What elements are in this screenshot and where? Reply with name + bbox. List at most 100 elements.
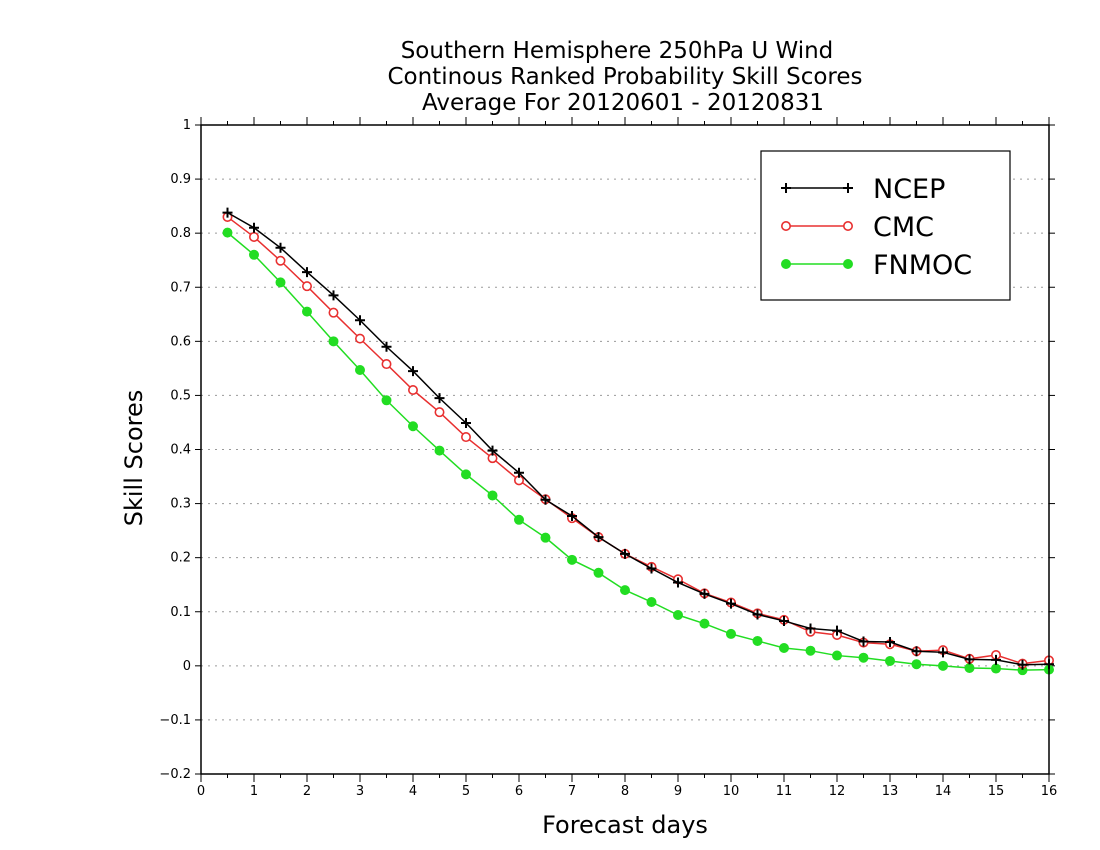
data-point bbox=[726, 598, 736, 609]
data-point bbox=[302, 267, 312, 278]
data-point bbox=[434, 445, 445, 456]
data-point bbox=[646, 597, 657, 608]
legend-label: FNMOC bbox=[873, 250, 972, 281]
chart-title-line-1: Southern Hemisphere 250hPa U Wind bbox=[401, 38, 834, 64]
series-group bbox=[222, 207, 1055, 676]
legend-label: NCEP bbox=[873, 174, 945, 205]
data-point bbox=[620, 548, 630, 559]
data-point bbox=[381, 359, 392, 370]
data-point bbox=[514, 467, 524, 478]
x-tick-label: 5 bbox=[462, 784, 470, 799]
x-tick-label: 16 bbox=[1041, 784, 1058, 799]
y-tick-label: 1 bbox=[183, 118, 191, 133]
data-point bbox=[752, 635, 763, 646]
data-point bbox=[328, 336, 339, 347]
data-point bbox=[843, 259, 853, 269]
x-tick-label: 9 bbox=[674, 784, 682, 799]
data-point bbox=[805, 623, 816, 634]
y-tick-label: 0.6 bbox=[170, 334, 191, 349]
gridlines bbox=[201, 178, 1049, 721]
x-tick-label: 8 bbox=[621, 784, 629, 799]
data-point bbox=[779, 642, 789, 653]
data-point bbox=[301, 281, 312, 292]
x-tick-label: 2 bbox=[303, 784, 311, 799]
x-tick-label: 13 bbox=[882, 784, 899, 799]
data-point bbox=[408, 366, 418, 377]
data-point bbox=[752, 609, 763, 620]
series-fnmoc bbox=[222, 227, 1054, 676]
legend-entry-fnmoc: FNMOC bbox=[781, 250, 972, 281]
data-point bbox=[911, 646, 922, 657]
data-point bbox=[858, 652, 869, 663]
data-point bbox=[780, 221, 791, 232]
data-point bbox=[381, 341, 392, 352]
data-point bbox=[964, 662, 975, 673]
data-point bbox=[355, 364, 365, 375]
x-tick-label: 3 bbox=[356, 784, 364, 799]
data-point bbox=[222, 227, 233, 238]
data-point bbox=[514, 514, 524, 525]
data-point bbox=[275, 242, 286, 253]
data-point bbox=[461, 469, 471, 480]
x-axis-label: Forecast days bbox=[542, 811, 708, 839]
data-point bbox=[567, 554, 577, 565]
legend-label: CMC bbox=[873, 212, 934, 243]
data-point bbox=[275, 255, 286, 266]
data-point bbox=[461, 417, 471, 428]
data-point bbox=[249, 231, 260, 242]
y-tick-label: 0.7 bbox=[170, 280, 191, 295]
data-point bbox=[646, 563, 657, 574]
legend-entry-ncep: NCEP bbox=[781, 174, 945, 205]
data-point bbox=[487, 490, 498, 501]
data-point bbox=[832, 625, 842, 636]
x-tick-label: 7 bbox=[568, 784, 576, 799]
data-point bbox=[381, 395, 392, 406]
legend: NCEP CMC FNMOC bbox=[760, 150, 1011, 301]
data-point bbox=[885, 637, 895, 648]
data-point bbox=[726, 628, 736, 639]
data-point bbox=[434, 407, 445, 418]
y-tick-label: 0.2 bbox=[170, 551, 191, 566]
data-point bbox=[275, 277, 286, 288]
data-point bbox=[699, 588, 710, 599]
data-point bbox=[593, 532, 604, 543]
data-point bbox=[781, 259, 791, 269]
data-point bbox=[673, 577, 683, 588]
y-tick-label: 0.9 bbox=[170, 172, 191, 187]
x-tick-label: 0 bbox=[197, 784, 205, 799]
data-point bbox=[222, 207, 233, 218]
chart-title-line-3: Average For 20120601 - 20120831 bbox=[422, 90, 824, 116]
y-tick-label: 0.1 bbox=[170, 605, 191, 620]
x-tick-label: 14 bbox=[935, 784, 952, 799]
y-axis-label: Skill Scores bbox=[120, 390, 148, 527]
data-point bbox=[407, 385, 418, 396]
data-point bbox=[858, 636, 869, 647]
series-ncep bbox=[222, 207, 1054, 670]
x-tick-label: 15 bbox=[988, 784, 1005, 799]
data-point bbox=[434, 393, 445, 404]
y-tick-label: 0.8 bbox=[170, 226, 191, 241]
data-point bbox=[673, 609, 683, 620]
data-point bbox=[832, 650, 842, 661]
data-point bbox=[1017, 659, 1028, 670]
data-point bbox=[354, 333, 365, 344]
x-tick-label: 11 bbox=[776, 784, 793, 799]
y-tick-label: −0.2 bbox=[159, 767, 191, 782]
y-tick-label: 0.3 bbox=[170, 497, 191, 512]
plot-frame bbox=[200, 124, 1050, 775]
data-point bbox=[843, 183, 853, 193]
data-point bbox=[593, 567, 604, 578]
data-point bbox=[302, 306, 312, 317]
data-point bbox=[620, 585, 630, 596]
data-point bbox=[779, 615, 789, 626]
y-tick-label: −0.1 bbox=[159, 713, 191, 728]
data-point bbox=[408, 421, 418, 432]
data-point bbox=[991, 663, 1001, 674]
x-tick-label: 12 bbox=[829, 784, 846, 799]
x-tick-label: 6 bbox=[515, 784, 523, 799]
data-point bbox=[911, 659, 922, 670]
series-line bbox=[227, 211, 1050, 666]
data-point bbox=[567, 511, 577, 522]
x-tick-label: 10 bbox=[723, 784, 740, 799]
